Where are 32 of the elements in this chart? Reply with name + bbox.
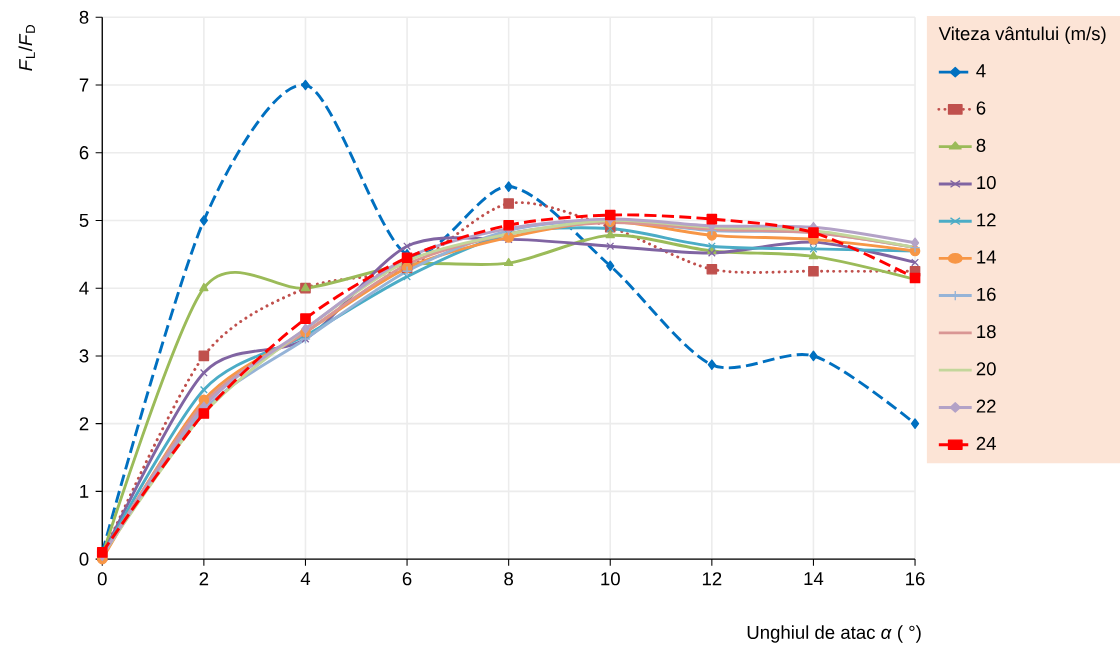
legend-label: 8 <box>976 138 986 153</box>
x-tick-label: 16 <box>906 572 925 586</box>
x-tick-label: 4 <box>300 572 311 586</box>
x-tick-label: 6 <box>402 572 412 586</box>
legend-label: 16 <box>977 287 996 302</box>
x-tick-label: 2 <box>199 572 209 586</box>
x-tick-label: 14 <box>804 572 824 586</box>
legend-label: 4 <box>976 64 986 78</box>
y-tick-label: 2 <box>79 417 89 431</box>
legend-label: 20 <box>976 362 996 376</box>
legend-label: 10 <box>977 176 996 190</box>
legend-label: 12 <box>977 213 996 227</box>
x-axis-title: Unghiul de atac α ( °) <box>747 625 921 643</box>
y-tick-label: 7 <box>79 78 89 92</box>
x-tick-label: 8 <box>504 572 514 586</box>
y-tick-label: 6 <box>79 146 89 160</box>
legend-label: 14 <box>977 250 996 264</box>
legend-title: Viteza vântului (m/s) <box>938 26 1106 45</box>
legend-label: 18 <box>977 325 996 339</box>
y-axis-title: F$_{L}$/F$_{D}$ <box>18 25 35 71</box>
x-tick-label: 0 <box>97 572 107 586</box>
y-tick-label: 1 <box>80 485 89 498</box>
legend-label: 6 <box>976 101 986 115</box>
legend-label: 24 <box>976 436 996 450</box>
y-tick-label: 3 <box>79 349 89 363</box>
x-tick-label: 10 <box>601 572 620 586</box>
y-tick-label: 8 <box>79 10 89 24</box>
x-tick-label: 12 <box>702 572 722 586</box>
y-tick-label: 0 <box>79 552 89 566</box>
y-tick-label: 4 <box>79 281 89 295</box>
y-tick-label: 5 <box>79 214 89 228</box>
legend-label: 22 <box>976 399 996 413</box>
